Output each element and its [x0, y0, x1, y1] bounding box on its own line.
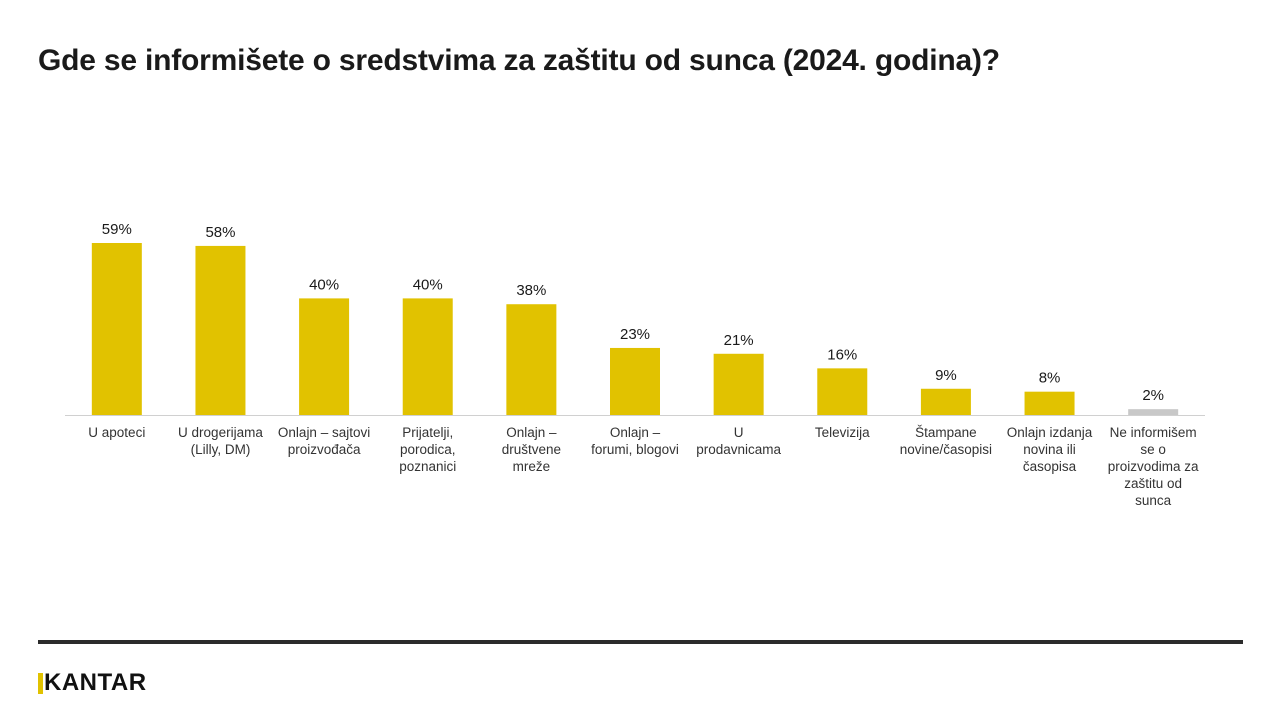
category-tick-label: Televizija — [815, 425, 870, 440]
bar-value-label: 2% — [1142, 387, 1164, 404]
bar-value-label: 40% — [413, 276, 443, 293]
page-title: Gde se informišete o sredstvima za zašti… — [38, 44, 1000, 77]
bar — [506, 304, 557, 415]
category-tick-label: Onlajn izdanja novina ili časopisa — [1007, 425, 1093, 474]
category-tick-label: Onlajn – sajtovi proizvođača — [278, 425, 370, 457]
bar — [713, 353, 764, 415]
bar — [195, 245, 246, 415]
bar-value-label: 9% — [935, 367, 957, 384]
bar-value-label: 16% — [827, 346, 857, 363]
bar-value-label: 40% — [309, 276, 339, 293]
bar — [920, 388, 971, 415]
bar — [1128, 409, 1179, 415]
bar — [817, 368, 868, 415]
category-tick-label: Štampane novine/časopisi — [900, 425, 992, 457]
bar-value-label: 38% — [516, 282, 546, 299]
logo-accent-mark — [38, 672, 43, 694]
category-tick-label: U drogerijama (Lilly, DM) — [178, 425, 263, 457]
bar — [91, 243, 142, 415]
kantar-logo: KANTAR — [38, 668, 147, 698]
bar-value-label: 21% — [724, 332, 754, 349]
category-tick-label: Onlajn – društvene mreže — [502, 425, 561, 474]
logo-text: KANTAR — [44, 669, 147, 696]
bar — [402, 298, 453, 415]
bar — [299, 298, 350, 415]
category-tick-label: Ne informišem se o proizvodima za zaštitu o… — [1108, 425, 1199, 508]
bar-value-label: 59% — [102, 221, 132, 238]
bar — [610, 347, 660, 415]
category-tick-label: U apoteci — [88, 425, 145, 440]
bar-value-label: 23% — [620, 326, 650, 343]
bar-value-label: 8% — [1039, 370, 1061, 387]
category-tick-label: Onlajn – forumi, blogovi — [591, 425, 679, 457]
bar-value-label: 58% — [205, 224, 235, 241]
bar — [1024, 391, 1075, 415]
category-tick-label: Prijatelji, porodica, poznanici — [399, 425, 456, 474]
footer-divider — [38, 640, 1243, 644]
